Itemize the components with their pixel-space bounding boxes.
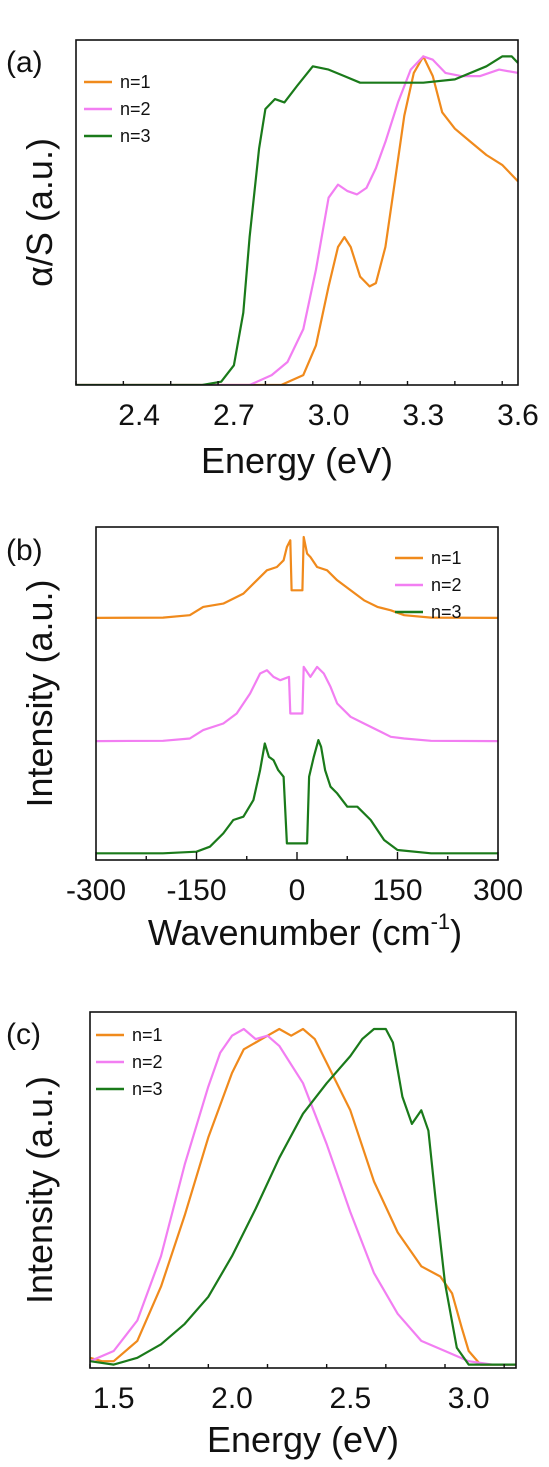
- series-line-n2: [76, 55, 518, 385]
- panel-2: (b) -300 -150 0 150 300 Wavenumber (cm-1) Inten…: [6, 526, 523, 953]
- legend: n=1 n=2 n=3: [84, 72, 151, 146]
- y-axis-title: Intensity (a.u.): [19, 579, 60, 807]
- panel-3: (c) 1.5 2.0 2.5 3.0 Energy (eV) Intensity (a.u…: [6, 1011, 517, 1460]
- x-tick-label: 2.5: [329, 1382, 371, 1415]
- panel-1: (a) 2.4 2.7 3.0 3.3 3.6 Energy (eV) α/S (a.u.) n…: [6, 39, 539, 481]
- series-line-n1: [96, 535, 498, 619]
- x-axis-title: Wavenumber (cm-1): [148, 909, 462, 953]
- x-tick-label: 3.3: [402, 399, 444, 432]
- x-tick-label: 150: [372, 874, 422, 907]
- x-tick-label: 2.0: [211, 1382, 253, 1415]
- legend-label-n1: n=1: [431, 548, 462, 568]
- x-tick-label: -150: [166, 874, 226, 907]
- series-line-n1: [76, 55, 518, 385]
- x-tick-label: 0: [289, 874, 306, 907]
- x-tick-label: 3.0: [308, 399, 350, 432]
- panel-label: (c): [6, 1018, 41, 1051]
- legend-label-n3: n=3: [431, 602, 462, 622]
- x-tick-label: 3.0: [448, 1382, 490, 1415]
- y-axis-title: α/S (a.u.): [19, 138, 60, 287]
- series-line-n2: [90, 1027, 516, 1366]
- x-tick-label: 1.5: [93, 1382, 135, 1415]
- x-tick-label: 2.7: [213, 399, 255, 432]
- panel-label: (b): [6, 534, 43, 567]
- y-axis-title: Intensity (a.u.): [19, 1076, 60, 1304]
- plot-frame: [75, 39, 519, 386]
- plot-frame: [89, 1011, 517, 1369]
- x-axis-title: Energy (eV): [207, 1419, 399, 1460]
- legend: n=1 n=2 n=3: [395, 548, 462, 622]
- x-tick-label: -300: [66, 874, 126, 907]
- legend-label-n3: n=3: [120, 126, 151, 146]
- x-tick-label: 3.6: [497, 399, 539, 432]
- x-axis-title: Energy (eV): [201, 440, 393, 481]
- panel-label: (a): [6, 46, 43, 79]
- x-tick-label: 300: [473, 874, 523, 907]
- series-line-n3: [90, 1027, 516, 1366]
- legend-label-n2: n=2: [431, 575, 462, 595]
- series-line-n1: [90, 1027, 516, 1366]
- series-line-n3: [76, 55, 518, 385]
- legend-label-n2: n=2: [132, 1052, 163, 1072]
- legend-label-n1: n=1: [120, 72, 151, 92]
- x-tick-label: 2.4: [118, 399, 160, 432]
- legend-label-n1: n=1: [132, 1025, 163, 1045]
- legend-label-n2: n=2: [120, 99, 151, 119]
- legend-label-n3: n=3: [132, 1079, 163, 1099]
- series-line-n3: [96, 739, 498, 855]
- legend: n=1 n=2 n=3: [96, 1025, 163, 1099]
- series-line-n2: [96, 665, 498, 743]
